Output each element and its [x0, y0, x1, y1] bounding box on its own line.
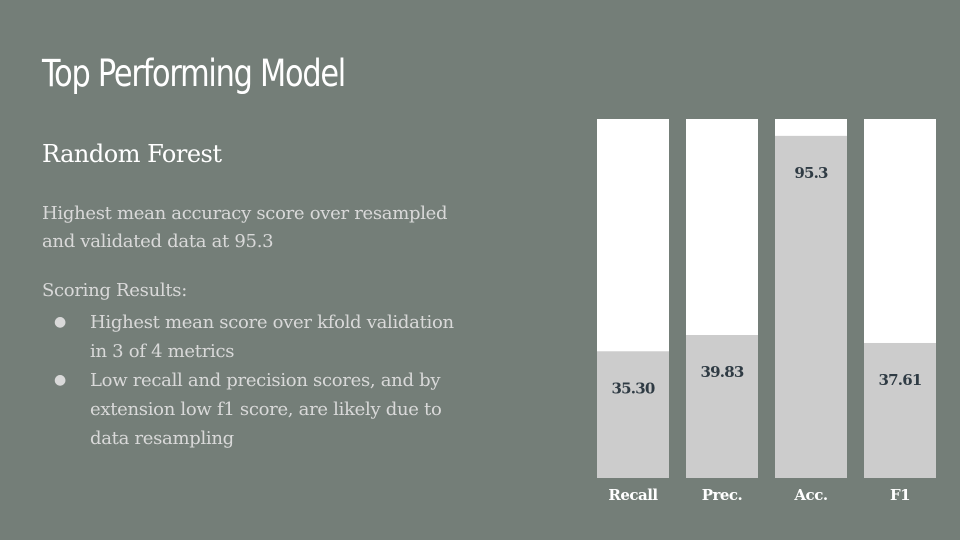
- bullet-text: Low recall and precision scores, and by …: [90, 370, 442, 449]
- bullet-icon: ●: [54, 372, 66, 388]
- category-label: Acc.: [793, 486, 827, 504]
- category-label: Recall: [608, 486, 658, 504]
- bullet-text: Highest mean score over kfold validation…: [90, 312, 454, 362]
- bar-value-label: 35.30: [612, 379, 655, 397]
- category-label: F1: [890, 486, 910, 504]
- bar-value-label: 95.3: [794, 164, 828, 182]
- scoring-results-heading: Scoring Results:: [42, 280, 187, 301]
- bar-value-label: 39.83: [701, 363, 744, 381]
- bar-value-label: 37.61: [879, 371, 922, 389]
- bullet-item: ● Low recall and precision scores, and by…: [42, 366, 462, 453]
- bar-f1: [864, 342, 936, 478]
- bar-recall: [597, 351, 669, 478]
- category-label: Prec.: [702, 486, 743, 504]
- slide-title: Top Performing Model: [42, 52, 346, 95]
- scoring-results-list: ● Highest mean score over kfold validatio…: [42, 308, 462, 453]
- model-name: Random Forest: [42, 140, 222, 168]
- description-text: Highest mean accuracy score over resampl…: [42, 203, 448, 252]
- bar-prec: [686, 335, 758, 478]
- bullet-item: ● Highest mean score over kfold validatio…: [42, 308, 462, 366]
- bullet-icon: ●: [54, 314, 66, 330]
- bar-acc: [775, 135, 847, 479]
